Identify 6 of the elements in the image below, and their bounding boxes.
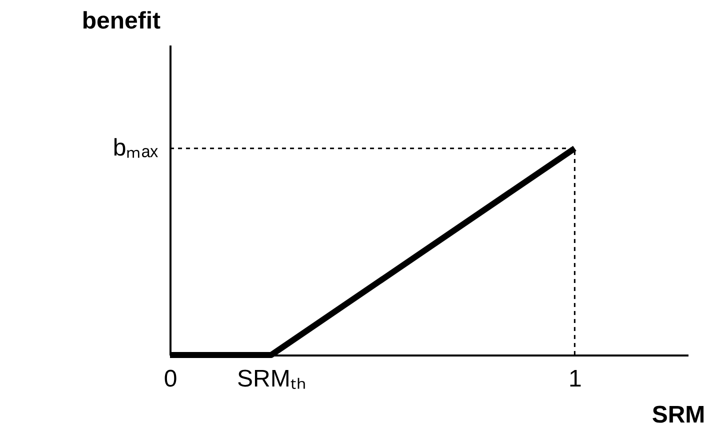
x-axis-title: SRM: [652, 402, 706, 428]
y-axis-title: benefit: [82, 8, 161, 34]
x-tick-label: 0: [164, 366, 178, 392]
x-tick-label: 1: [568, 366, 582, 392]
annotation: bₘₐₓ: [112, 134, 158, 162]
x-tick-label: SRMₜₕ: [237, 366, 306, 392]
